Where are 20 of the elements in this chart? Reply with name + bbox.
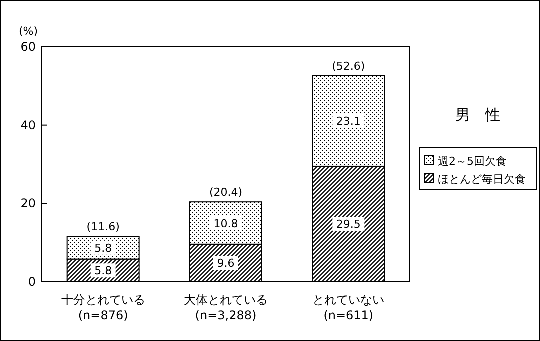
data-label: 9.6 xyxy=(217,257,235,270)
total-label: (11.6) xyxy=(86,220,120,234)
x-tick-label: とれていない (n=611) xyxy=(312,293,385,323)
data-label: 10.8 xyxy=(214,217,238,230)
y-tick-label: 20 xyxy=(20,196,36,211)
x-tick-label: 大体とれている (n=3,288) xyxy=(184,293,268,323)
x-tick-label: 十分とれている (n=876) xyxy=(61,293,146,323)
legend-label: 週2～5回欠食 xyxy=(438,155,507,168)
text: 男 性 xyxy=(456,106,500,124)
data-label: 23.1 xyxy=(336,115,361,128)
y-tick-label: 60 xyxy=(20,40,36,54)
total-label: (20.4) xyxy=(209,186,243,200)
data-label: 5.8 xyxy=(94,264,112,278)
data-label: 29.5 xyxy=(336,218,361,232)
y-axis-title: (%) xyxy=(18,25,38,38)
data-label: 5.8 xyxy=(94,242,112,255)
y-tick-label: 40 xyxy=(20,118,36,132)
total-label: (52.6) xyxy=(332,60,366,73)
legend-label: ほとんど毎日欠食 xyxy=(438,173,526,186)
y-tick-label: 0 xyxy=(28,275,36,289)
